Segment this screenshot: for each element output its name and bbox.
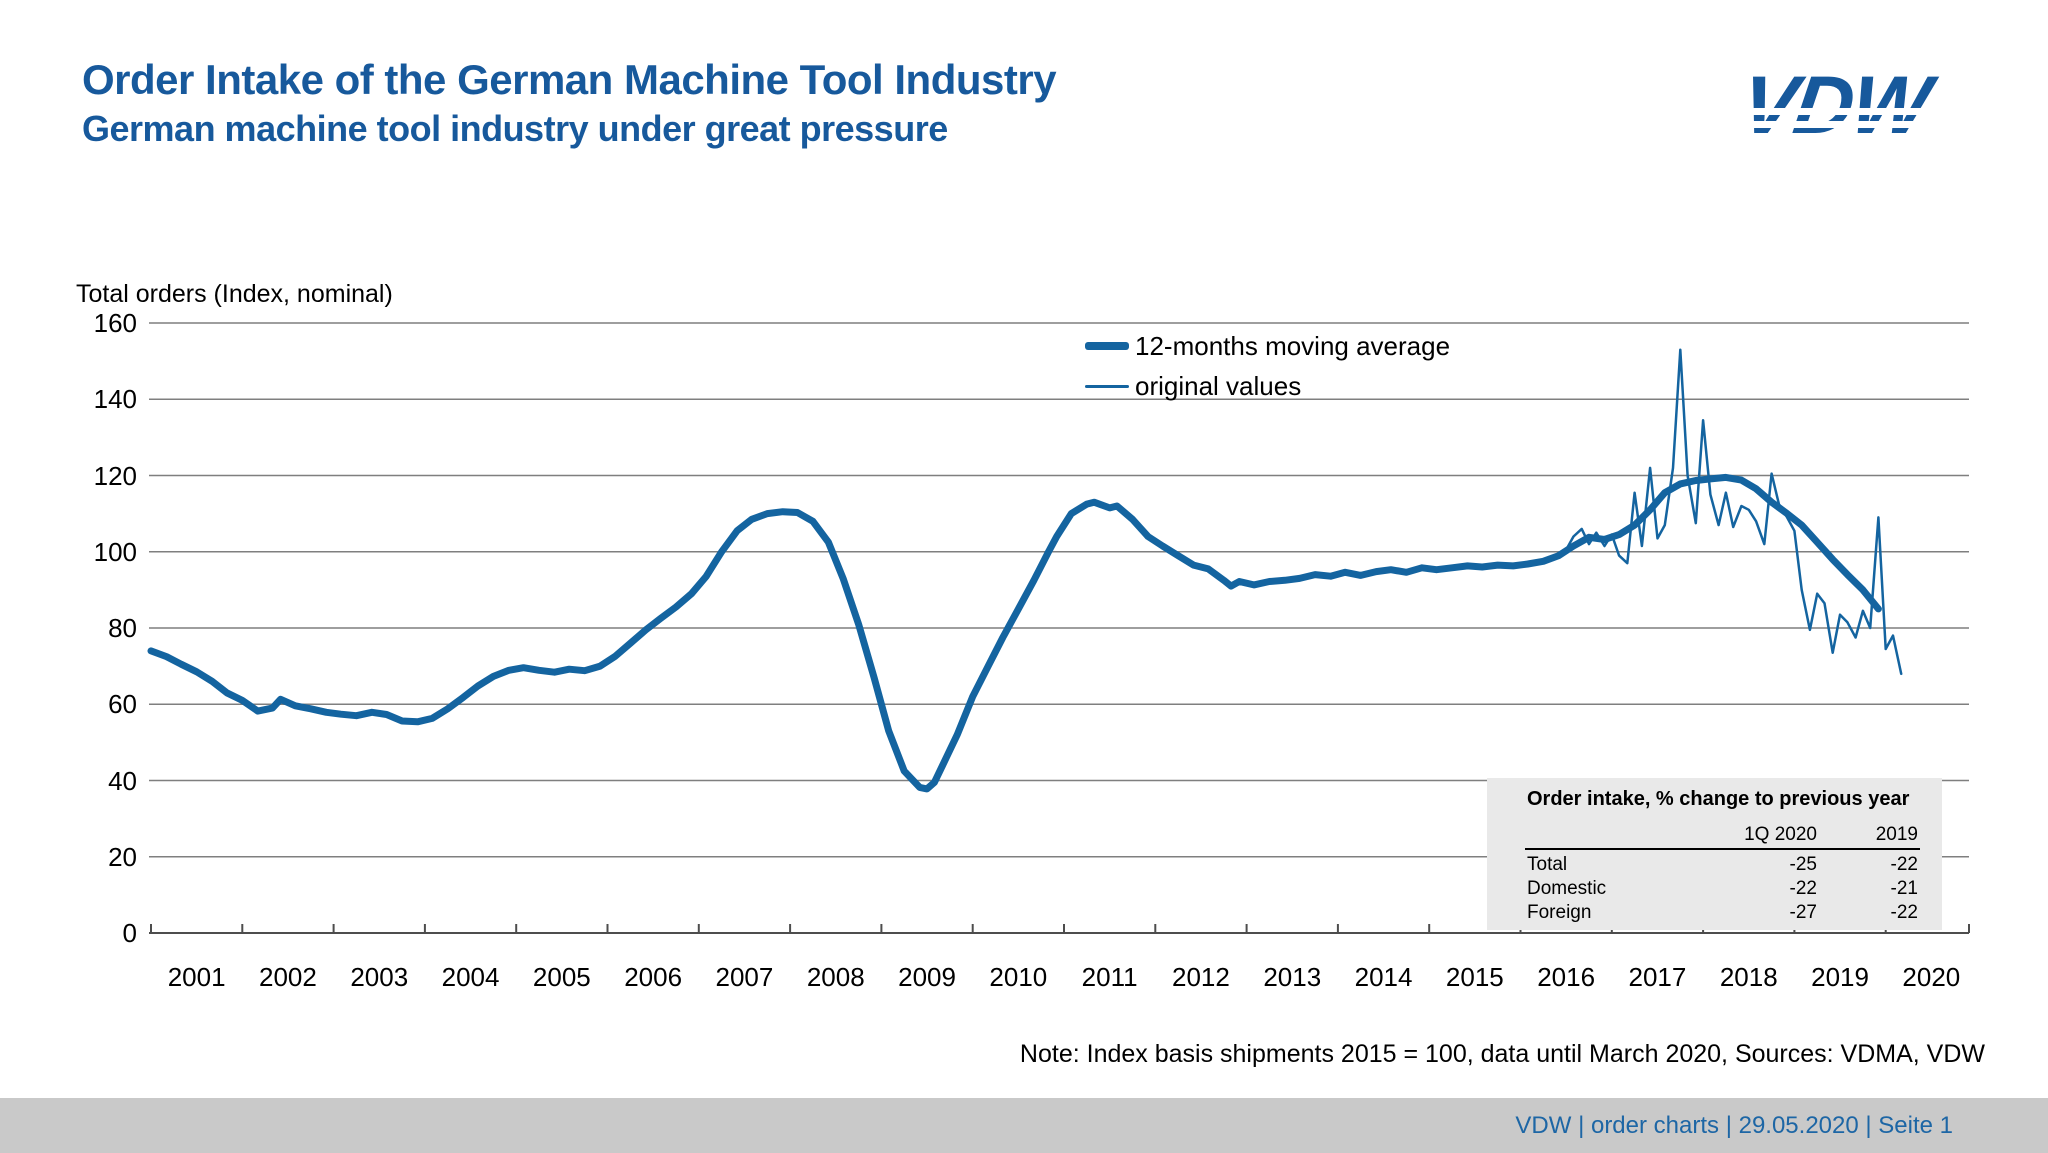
table-cell: -22 [1789,878,1817,899]
order-intake-table: Order intake, % change to previous year … [1487,778,1942,930]
x-axis-label: 2014 [1354,962,1413,992]
x-axis-label: 2005 [532,962,591,992]
y-axis-label: 60 [108,689,137,720]
y-axis-label: 40 [108,765,137,796]
y-axis-label: 100 [93,536,137,567]
series-thin-line [1564,348,1903,676]
table-col-header: 1Q 2020 [1744,824,1817,845]
legend-label: original values [1135,370,1302,401]
page-subtitle: German machine tool industry under great… [82,108,948,149]
x-axis-label: 2017 [1628,962,1687,992]
x-axis-label: 2015 [1445,962,1504,992]
y-axis-label: 20 [108,841,137,872]
chart-axis-title: Total orders (Index, nominal) [76,280,393,308]
legend-swatch-thin-line [1085,384,1129,388]
table-cell: -21 [1890,878,1918,899]
footer-bar: VDW | order charts | 29.05.2020 | Seite … [0,1098,2048,1153]
table-cell: -27 [1789,902,1817,923]
y-axis-label: 160 [93,308,137,338]
table-cell: -22 [1890,854,1918,875]
x-axis-label: 2008 [806,962,865,992]
y-axis-label: 80 [108,613,137,643]
page-title: Order Intake of the German Machine Tool … [82,56,1057,103]
legend-label: 12-months moving average [1135,330,1451,361]
series-thick-line [147,473,1882,793]
x-axis-label: 2013 [1263,962,1322,992]
x-axis-label: 2011 [1081,962,1138,992]
y-axis-label: 120 [93,460,137,491]
y-axis-label: 0 [122,918,137,948]
logo-stripe [1736,134,2006,141]
table-header-rule [1525,848,1920,850]
x-axis-label: 2001 [167,962,226,992]
legend-item-moving-average: 12-months moving average [1085,326,1450,366]
y-axis-label: 140 [93,384,137,415]
chart-legend: 12-months moving average original values [1085,326,1450,406]
table-cell: -22 [1890,902,1918,923]
table-row-label: Total [1527,854,1568,875]
x-axis-label: 2020 [1902,962,1961,992]
table-row-label: Domestic [1527,878,1607,899]
legend-swatch-thick-line [1085,342,1129,350]
footnote: Note: Index basis shipments 2015 = 100, … [1019,1040,1985,1068]
logo-stripe [1736,108,2006,115]
logo-stripe [1736,121,2006,128]
table-cell: -25 [1789,854,1817,875]
x-axis-label: 2019 [1811,962,1869,992]
footer-text: VDW | order charts | 29.05.2020 | Seite … [1515,1112,1953,1139]
table-title: Order intake, % change to previous year [1527,788,1910,810]
x-axis-label: 2010 [989,962,1048,992]
legend-item-original-values: original values [1085,366,1450,406]
x-axis-label: 2002 [259,962,317,992]
table-row-label: Foreign [1527,902,1592,923]
x-axis-label: 2006 [624,962,683,992]
x-axis-label: 2016 [1537,962,1596,992]
table-col-header: 2019 [1875,824,1918,845]
vdw-logo: VDW [1736,60,2012,152]
x-axis-label: 2018 [1719,962,1778,992]
x-axis-label: 2012 [1172,962,1230,992]
x-axis-label: 2007 [715,962,774,992]
x-axis-label: 2009 [898,962,956,992]
x-axis-label: 2003 [350,962,409,992]
x-axis-label: 2004 [441,962,500,992]
